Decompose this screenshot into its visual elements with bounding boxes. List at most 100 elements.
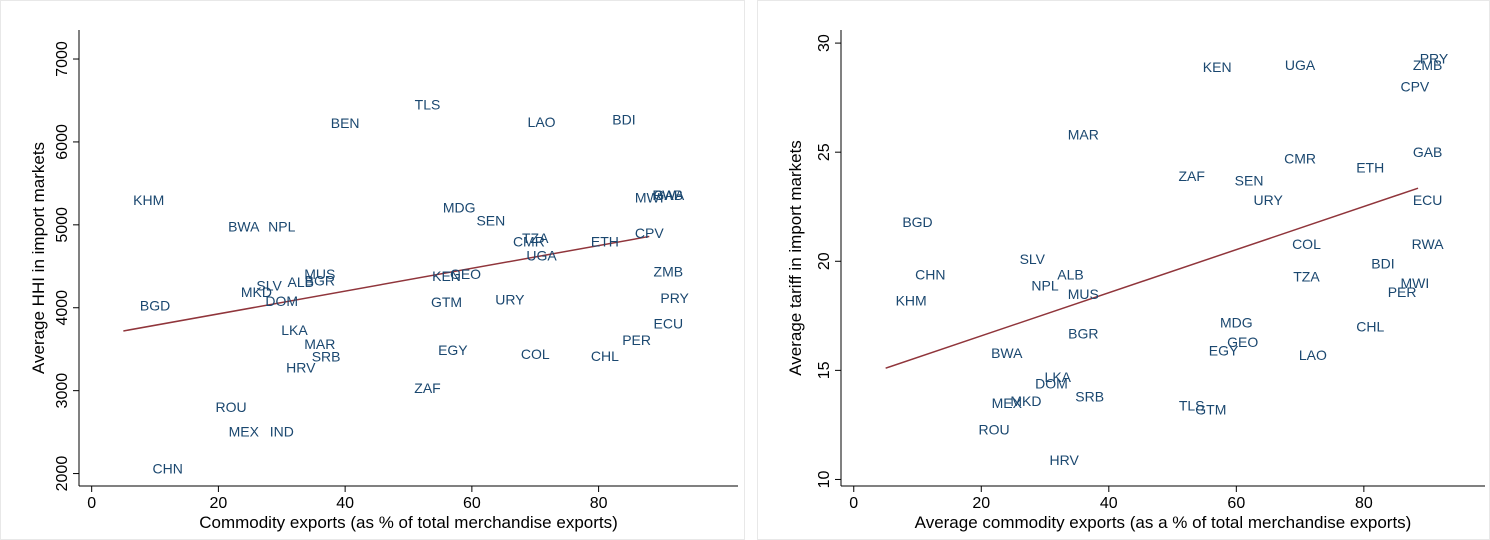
y-tick-label: 15 xyxy=(816,361,833,379)
point-label-tza: TZA xyxy=(1293,269,1320,285)
point-label-mdg: MDG xyxy=(443,199,476,215)
point-label-zaf: ZAF xyxy=(1178,168,1204,184)
x-tick-label: 20 xyxy=(210,495,228,512)
y-tick-label: 2000 xyxy=(54,456,71,492)
point-label-ken: KEN xyxy=(1203,59,1232,75)
point-label-chl: CHL xyxy=(591,348,619,364)
y-tick-label: 3000 xyxy=(54,373,71,409)
point-label-zaf: ZAF xyxy=(414,380,440,396)
point-label-tls: TLS xyxy=(415,97,441,113)
point-label-bgd: BGD xyxy=(140,297,170,313)
point-label-bwa: BWA xyxy=(228,218,260,234)
point-label-geo: GEO xyxy=(1227,334,1258,350)
y-tick-label: 4000 xyxy=(54,290,71,326)
y-tick-label: 6000 xyxy=(54,124,71,160)
x-tick-label: 40 xyxy=(336,495,354,512)
point-label-chn: CHN xyxy=(153,461,183,477)
point-label-mex: MEX xyxy=(992,395,1023,411)
point-label-mkd: MKD xyxy=(1010,393,1041,409)
point-label-mdg: MDG xyxy=(1220,314,1253,330)
x-tick-label: 80 xyxy=(590,495,608,512)
y-axis-label: Average tariff in import markets xyxy=(786,140,805,376)
point-label-bwa: BWA xyxy=(991,345,1023,361)
point-label-alb: ALB xyxy=(1057,266,1083,282)
point-label-bdi: BDI xyxy=(1371,255,1394,271)
chart-panel-left: 2000 3000 4000 5000 6000 7000 0 20 40 60 80 Commodi… xyxy=(0,0,745,540)
point-label-dom: DOM xyxy=(265,293,298,309)
point-label-ecu: ECU xyxy=(654,315,684,331)
x-axis-label: Commodity exports (as % of total merchan… xyxy=(199,513,618,532)
point-label-bgd: BGD xyxy=(902,214,932,230)
chart-panel-right: 10 15 20 25 30 0 20 40 60 80 Average commodity exp… xyxy=(757,0,1490,540)
point-label-zmb: ZMB xyxy=(654,263,684,279)
point-label-dom: DOM xyxy=(1035,375,1068,391)
x-tick-label: 0 xyxy=(849,495,858,512)
point-label-ben: BEN xyxy=(331,115,360,131)
point-label-uga: UGA xyxy=(1285,57,1316,73)
point-label-chl: CHL xyxy=(1356,319,1384,335)
point-label-lka: LKA xyxy=(281,322,308,338)
x-tick-label: 60 xyxy=(1227,495,1245,512)
y-tick-label: 10 xyxy=(816,470,833,488)
y-tick-label: 30 xyxy=(816,34,833,52)
point-label-mwi: MWI xyxy=(1400,275,1429,291)
point-label-rou: ROU xyxy=(978,421,1009,437)
x-tick-label: 0 xyxy=(87,495,96,512)
point-label-chn: CHN xyxy=(915,266,945,282)
point-label-cpv: CPV xyxy=(635,225,664,241)
point-label-khm: KHM xyxy=(133,192,164,208)
point-label-ury: URY xyxy=(1254,192,1284,208)
y-tick-label: 7000 xyxy=(54,41,71,77)
fit-line xyxy=(123,235,650,332)
point-label-tza: TZA xyxy=(522,230,549,246)
x-tick-label: 80 xyxy=(1355,495,1373,512)
y-axis-label: Average HHI in import markets xyxy=(29,142,48,374)
point-label-cmr: CMR xyxy=(1284,151,1316,167)
point-label-bdi: BDI xyxy=(612,112,635,128)
point-label-col: COL xyxy=(521,346,550,362)
point-label-lao: LAO xyxy=(528,114,556,130)
point-label-khm: KHM xyxy=(896,293,927,309)
point-label-egy: EGY xyxy=(438,342,468,358)
point-label-tls: TLS xyxy=(1179,397,1205,413)
point-label-sen: SEN xyxy=(1235,173,1264,189)
x-tick-label: 60 xyxy=(463,495,481,512)
point-label-npl: NPL xyxy=(268,218,295,234)
point-label-rwa: RWA xyxy=(1412,236,1445,252)
scatter-chart-hhi: 2000 3000 4000 5000 6000 7000 0 20 40 60 80Commodi… xyxy=(0,0,745,540)
point-label-per: PER xyxy=(622,332,651,348)
point-label-ken: KEN xyxy=(432,268,461,284)
point-label-srb: SRB xyxy=(312,349,341,365)
chart-frame xyxy=(0,0,745,540)
point-label-lao: LAO xyxy=(1299,347,1327,363)
point-label-npl: NPL xyxy=(1031,277,1058,293)
point-label-col: COL xyxy=(1292,236,1321,252)
point-label-hrv: HRV xyxy=(1050,452,1080,468)
point-label-pry: PRY xyxy=(1420,50,1449,66)
point-label-per: PER xyxy=(1388,284,1417,300)
point-label-pry: PRY xyxy=(660,290,689,306)
point-label-gab: GAB xyxy=(654,187,684,203)
point-label-mkd: MKD xyxy=(241,284,272,300)
point-label-ind: IND xyxy=(270,423,294,439)
point-label-gab: GAB xyxy=(1413,144,1443,160)
point-label-mwi: MWI xyxy=(635,189,664,205)
point-label-gtm: GTM xyxy=(1195,402,1226,418)
point-label-sen: SEN xyxy=(476,213,505,229)
y-tick-label: 20 xyxy=(816,252,833,270)
point-label-bgr: BGR xyxy=(305,272,335,288)
point-label-alb: ALB xyxy=(288,274,314,290)
point-label-mus: MUS xyxy=(1068,286,1099,302)
point-label-eth: ETH xyxy=(1356,159,1384,175)
y-tick-label: 5000 xyxy=(54,207,71,243)
x-axis-label: Average commodity exports (as a % of tot… xyxy=(915,513,1412,532)
fit-line xyxy=(885,187,1419,369)
y-tick-label: 25 xyxy=(816,143,833,161)
point-label-rou: ROU xyxy=(216,399,247,415)
point-label-mar: MAR xyxy=(1068,127,1099,143)
point-label-bgr: BGR xyxy=(1068,325,1098,341)
point-label-slv: SLV xyxy=(1020,251,1046,267)
x-tick-label: 40 xyxy=(1100,495,1118,512)
